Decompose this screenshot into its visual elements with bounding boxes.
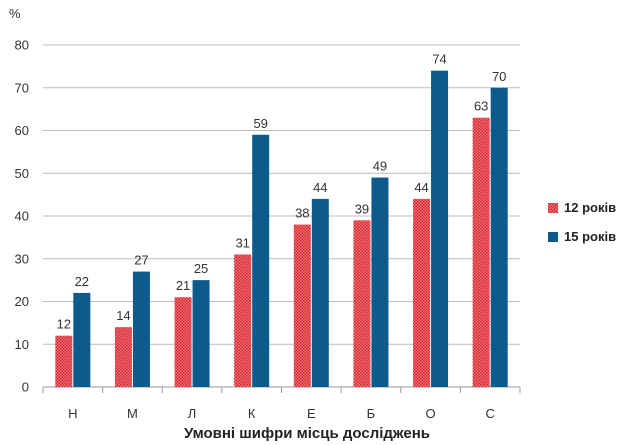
y-tick-label: 60 [15,123,29,138]
legend-swatch [548,232,558,242]
data-label: 39 [355,201,369,216]
x-tick-label: Б [367,406,376,421]
data-label: 49 [373,159,387,174]
x-tick-label: Н [68,406,77,421]
bar-series1 [293,224,311,387]
data-labels: 12 22 14 27 21 25 31 59 38 44 39 49 44 74 63 70 [57,52,507,332]
bar-series1 [234,254,252,387]
bar-series1 [114,327,132,387]
y-axis-label: % [9,6,21,21]
bar-series1 [174,297,192,387]
legend: 12 років 15 років [548,200,616,244]
data-label: 74 [432,52,446,67]
data-label: 27 [134,253,148,268]
bar-series2 [192,280,210,387]
data-label: 31 [235,235,249,250]
data-label: 14 [116,308,130,323]
legend-label: 15 років [564,229,616,244]
data-label: 25 [194,261,208,276]
y-tick-label: 40 [15,209,29,224]
x-tick-label: М [127,406,138,421]
y-tick-label: 80 [15,38,29,53]
bar-series2 [73,292,91,387]
data-label: 63 [474,99,488,114]
bar-series2 [252,134,270,387]
gridlines [42,44,521,393]
y-tick-label: 0 [22,380,29,395]
x-tick-label: Е [307,406,316,421]
bar-series1 [353,220,371,387]
bar-series1 [472,117,490,388]
bar-series1 [55,335,73,387]
bar-series2 [490,87,508,387]
legend-label: 12 років [564,200,616,215]
y-tick-label: 20 [15,294,29,309]
bar-series2 [371,177,389,387]
x-tick-label: К [248,406,256,421]
y-tick-label: 70 [15,80,29,95]
x-tick-label: Л [188,406,197,421]
data-label: 70 [492,69,506,84]
data-label: 21 [176,278,190,293]
data-label: 22 [75,274,89,289]
bar-series2 [431,70,449,388]
y-tick-label: 10 [15,337,29,352]
data-label: 12 [57,317,71,332]
y-tick-label: 30 [15,251,29,266]
bar-series2 [311,198,329,387]
data-label: 44 [313,180,327,195]
x-tick-label: С [485,406,494,421]
bar-series1 [413,198,431,387]
bars [55,70,508,388]
legend-swatch [548,203,558,213]
y-axis-ticks: 0 10 20 30 40 50 60 70 80 [15,38,29,395]
x-tick-label: О [426,406,436,421]
y-tick-label: 50 [15,166,29,181]
data-label: 38 [295,206,309,221]
bar-series2 [132,271,150,387]
data-label: 59 [253,116,267,131]
data-label: 44 [414,180,428,195]
x-axis-label: Умовні шифри місць досліджень [184,425,430,442]
